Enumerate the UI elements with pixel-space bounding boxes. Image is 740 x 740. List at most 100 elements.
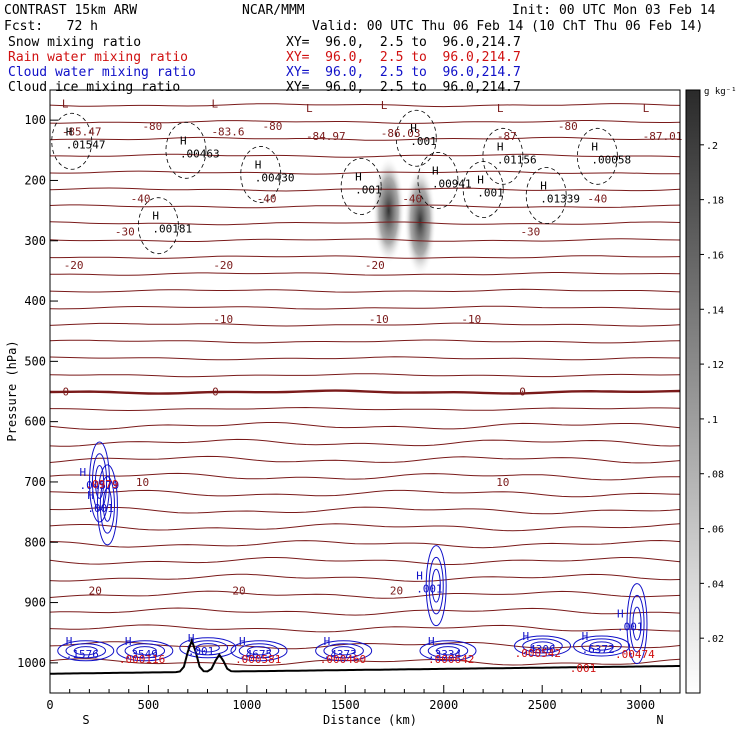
x-end-label-south: S — [82, 713, 89, 727]
colorbar-tick-label-1: .18 — [706, 196, 724, 207]
cloud-water-contour-3-1 — [65, 643, 107, 659]
isotherm-line-33 — [50, 658, 680, 667]
cloud-water-max-marker-10: H — [582, 630, 589, 643]
field-label-rain: Rain water mixing ratio — [8, 50, 189, 65]
cloud-water-contour-7-0 — [315, 640, 373, 662]
cloud-water-max-value-6: .4675 — [239, 648, 272, 661]
isotherm-label-7-2: 20 — [390, 584, 403, 597]
cloud-water-contour-6-1 — [238, 643, 280, 659]
cloud-water-max-marker-4: H — [125, 635, 132, 648]
cloud-water-max-marker-11: H — [617, 608, 624, 621]
isotherm-label-2-1: -30 — [520, 226, 540, 239]
isotherm-line-8 — [50, 238, 680, 242]
isotherm-line-17 — [50, 389, 680, 395]
ice-max-value-7: .00058 — [591, 153, 631, 166]
y-tick-label-3: 400 — [24, 294, 46, 308]
cloud-water-contour-10-1 — [581, 638, 622, 654]
ice-max-value-8: .001 — [477, 186, 504, 199]
temp-min-value-1: -83.6 — [211, 125, 244, 138]
cloud-water-contour-7-1 — [323, 643, 364, 659]
isotherm-line-16 — [50, 373, 680, 378]
isotherm-label-2-0: -30 — [115, 226, 135, 239]
init-time: Init: 00 UTC Mon 03 Feb 14 — [512, 3, 716, 18]
rain-max-value-3: .000460 — [320, 653, 366, 666]
y-tick-label-0: 100 — [24, 113, 46, 127]
isotherm-label-1-2: -40 — [402, 193, 422, 206]
ice-max-value-10: .00181 — [152, 223, 192, 236]
cloud-water-contour-1-1 — [99, 476, 115, 534]
cloud-water-contour-1-0 — [96, 464, 118, 546]
colorbar-tick-label-5: .1 — [706, 415, 718, 426]
ice-max-marker-1: H — [180, 134, 187, 147]
cloud-water-contour-3-0 — [57, 640, 115, 662]
cloud-water-contour-0-0 — [89, 441, 111, 523]
isotherm-label-0-1: -80 — [142, 120, 162, 133]
x-tick-label-5: 2500 — [528, 698, 557, 712]
cloud-water-max-marker-2: H — [416, 570, 423, 583]
cloud-water-max-value-7: .4373 — [324, 648, 357, 661]
field-label-cloudwater: Cloud water mixing ratio — [8, 65, 196, 80]
cloud-water-max-value-3: .1576 — [66, 648, 99, 661]
temp-min-marker-1: L — [211, 97, 218, 110]
temp-min-value-2: -84.97 — [306, 130, 346, 143]
ice-max-value-4: .001 — [410, 135, 437, 148]
cloud-water-contour-2-1 — [428, 556, 444, 615]
isotherm-line-10 — [50, 272, 680, 276]
colorbar-tick-label-3: .14 — [706, 305, 724, 316]
cloud-water-max-marker-9: H — [523, 630, 530, 643]
cloud-water-contour-11-0 — [626, 583, 648, 665]
x-tick-label-0: 0 — [46, 698, 53, 712]
isotherm-line-11 — [50, 288, 680, 293]
y-tick-label-4: 500 — [24, 354, 46, 368]
cloud-water-max-value-4: .3549 — [125, 648, 158, 661]
contour-labels-layer: -80 -80 -80 -40 -40 -40 -40 -30 -30 -20 -20 -20 -10 -… — [62, 97, 683, 675]
colorbar-tick-label-8: .04 — [706, 579, 724, 590]
cloud-water-contour-5-0 — [179, 637, 237, 659]
rain-max-value-7: .001 — [570, 662, 597, 675]
isotherm-line-24 — [50, 506, 680, 515]
cloud-water-max-marker-1: H — [87, 489, 94, 502]
isotherm-line-21 — [50, 455, 680, 464]
cloud-water-contour-11-2 — [632, 606, 642, 641]
isotherm-line-1 — [50, 120, 680, 124]
isotherm-line-4 — [50, 170, 680, 175]
cloud-water-max-value-8: .3334 — [428, 648, 461, 661]
isotherm-line-31 — [50, 624, 680, 633]
forecast-hour: Fcst: 72 h — [4, 19, 98, 34]
cloud-water-contour-5-2 — [195, 643, 220, 653]
isotherm-label-4-1: -10 — [369, 313, 389, 326]
ice-contour-layer — [51, 109, 618, 255]
isotherm-label-3-0: -20 — [64, 259, 84, 272]
y-tick-label-8: 900 — [24, 596, 46, 610]
isotherm-line-5 — [50, 187, 680, 192]
ice-contour-2 — [240, 146, 282, 203]
cloud-water-contour-3-2 — [73, 646, 98, 656]
isotherm-line-23 — [50, 489, 680, 498]
isotherm-label-5-1: 0 — [212, 386, 219, 399]
isotherm-label-7-0: 20 — [89, 584, 102, 597]
isotherm-label-6-1: 10 — [496, 476, 509, 489]
cloud-water-contour-6-2 — [246, 646, 272, 656]
ice-max-value-9: .01339 — [540, 193, 580, 206]
colorbar: g kg⁻¹ .2 .18 .16 .14 .12 .1 .08 .06 .04 .02 — [685, 87, 737, 694]
cloud-water-contour-5-1 — [187, 640, 229, 656]
y-tick-label-7: 800 — [24, 535, 46, 549]
isotherm-label-7-1: 20 — [232, 584, 245, 597]
cloud-water-max-marker-8: H — [428, 635, 435, 648]
ice-contour-1 — [165, 121, 207, 179]
cloud-water-contour-1-2 — [102, 487, 113, 522]
ice-max-value-0: .01547 — [66, 138, 106, 151]
isotherm-line-14 — [50, 339, 680, 344]
ice-max-marker-2: H — [255, 158, 262, 171]
x-tick-label-6: 3000 — [626, 698, 655, 712]
ice-max-marker-8: H — [477, 173, 484, 186]
cloud-water-contour-10-0 — [573, 635, 631, 657]
rain-max-value-2: .000581 — [235, 653, 281, 666]
ice-max-value-2: .00430 — [255, 171, 295, 184]
x-tick-label-1: 500 — [138, 698, 160, 712]
cloud-water-layer — [57, 441, 648, 665]
cloud-water-max-marker-3: H — [66, 635, 73, 648]
axes-layer: 0 500 1000 1500 2000 2500 30001002003004005006… — [5, 89, 681, 727]
colorbar-ramp — [685, 89, 701, 694]
